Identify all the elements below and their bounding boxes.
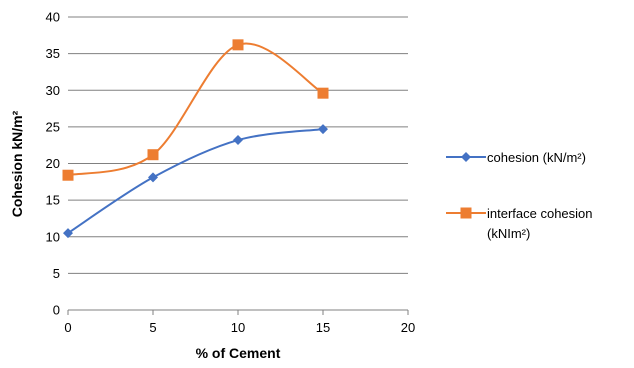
- series-2-point-5: [147, 149, 159, 161]
- y-tick-label-40: 40: [46, 10, 60, 25]
- x-tick-label-15: 15: [316, 320, 330, 335]
- x-tick-label-20: 20: [401, 320, 415, 335]
- x-tick-labels: 0 5 10 15 20: [64, 320, 415, 335]
- x-tick-label-0: 0: [64, 320, 71, 335]
- series-1-point-0: [63, 228, 73, 239]
- y-tick-label-20: 20: [46, 156, 60, 171]
- legend-item-2: interface cohesion (kNIm²): [446, 206, 593, 241]
- legend-marker-1: [461, 152, 471, 162]
- legend-marker-2: [460, 207, 472, 219]
- y-tick-label-15: 15: [46, 193, 60, 208]
- y-tick-labels: 0 5 10 15 20 25 30 35 40: [46, 10, 60, 318]
- series-2-point-15: [317, 87, 329, 99]
- x-axis: [67, 309, 409, 315]
- y-axis-title: Cohesion kN/m²: [9, 110, 25, 217]
- y-tick-label-0: 0: [53, 303, 60, 318]
- grid-lines: [68, 16, 408, 311]
- series-2-line: [67, 42, 324, 177]
- series-2: [62, 39, 329, 181]
- y-tick-label-10: 10: [46, 229, 60, 244]
- x-tick-label-5: 5: [149, 320, 156, 335]
- series-layer: [62, 39, 329, 239]
- y-tick-label-30: 30: [46, 83, 60, 98]
- x-tick-label-10: 10: [231, 320, 245, 335]
- legend-label-2-line-1: interface cohesion: [487, 206, 593, 221]
- legend-item-1: cohesion (kN/m²): [446, 150, 586, 165]
- x-axis-title: % of Cement: [196, 345, 281, 361]
- series-2-point-0: [62, 169, 74, 181]
- y-tick-label-5: 5: [53, 266, 60, 281]
- series-1-point-5: [148, 172, 158, 183]
- legend-label-2-line-2: (kNIm²): [487, 226, 530, 241]
- series-1-point-15: [318, 124, 328, 135]
- series-1: [63, 124, 328, 239]
- series-1-point-10: [233, 135, 243, 146]
- y-tick-label-35: 35: [46, 46, 60, 61]
- series-2-point-10: [232, 39, 244, 51]
- y-tick-label-25: 25: [46, 119, 60, 134]
- legend: cohesion (kN/m²) interface cohesion (kNIm²…: [446, 150, 593, 241]
- series-1-line: [67, 128, 324, 234]
- legend-label-1: cohesion (kN/m²): [487, 150, 586, 165]
